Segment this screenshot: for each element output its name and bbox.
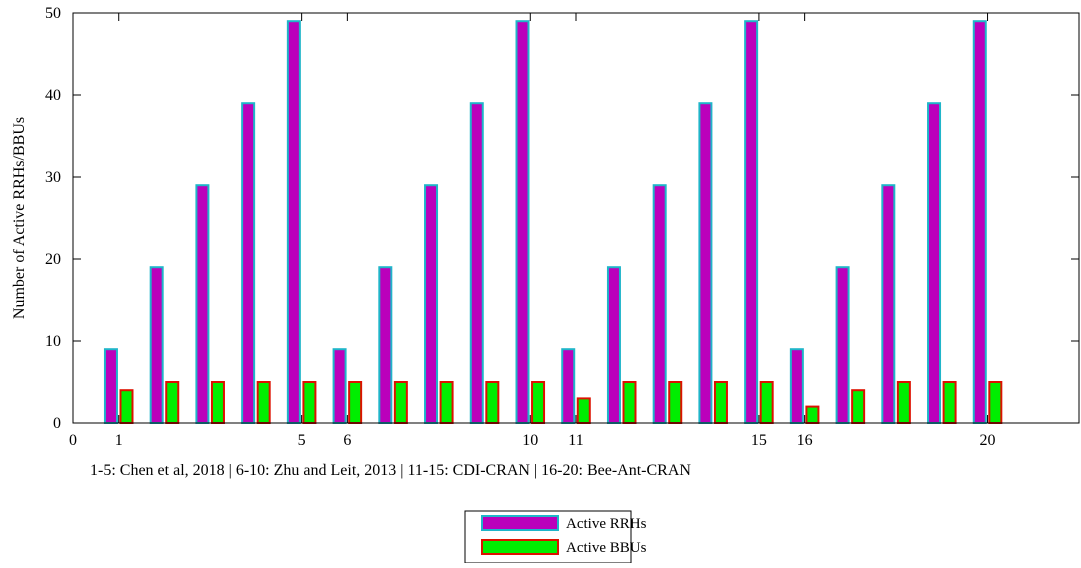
bar-active-bbus-1: [119, 389, 134, 425]
bar-active-rrhs-6: [332, 348, 347, 425]
y-tick-label: 20: [45, 251, 61, 268]
bar-active-bbus-9: [485, 381, 500, 424]
bar-active-rrhs-15: [744, 20, 759, 424]
bar-active-rrhs-10: [515, 20, 530, 424]
legend-label-active-bbus: Active BBUs: [566, 540, 647, 556]
x-tick-label: 1: [115, 432, 123, 449]
bars-layer: [103, 20, 1003, 425]
bar-active-bbus-13: [668, 381, 683, 424]
legend-swatch-active-bbus: [481, 539, 559, 555]
bar-active-rrhs-8: [424, 184, 439, 424]
bar-active-rrhs-5: [286, 20, 301, 424]
bar-active-rrhs-12: [606, 266, 621, 425]
bar-active-bbus-7: [393, 381, 408, 424]
x-tick-label: 20: [980, 432, 996, 449]
bar-active-rrhs-20: [972, 20, 987, 424]
bar-active-bbus-11: [576, 397, 591, 424]
legend: Active RRHs Active BBUs: [464, 510, 647, 564]
y-tick-label: 30: [45, 169, 61, 186]
bar-active-bbus-17: [851, 389, 866, 425]
y-tick-label: 40: [45, 87, 61, 104]
x-tick-label: 5: [298, 432, 306, 449]
legend-swatch-active-rrhs: [481, 515, 559, 531]
x-tick-label: 11: [568, 432, 583, 449]
bar-active-rrhs-19: [927, 102, 942, 424]
bar-active-bbus-12: [622, 381, 637, 424]
bar-active-rrhs-17: [835, 266, 850, 425]
x-tick-label: 15: [751, 432, 767, 449]
bar-active-rrhs-1: [103, 348, 118, 425]
bar-active-rrhs-18: [881, 184, 896, 424]
x-tick-label: 0: [69, 432, 77, 449]
bar-active-rrhs-9: [469, 102, 484, 424]
x-axis-caption: 1-5: Chen et al, 2018 | 6-10: Zhu and Le…: [90, 462, 691, 479]
x-tick-label: 10: [522, 432, 538, 449]
bar-active-rrhs-14: [698, 102, 713, 424]
bar-active-bbus-18: [896, 381, 911, 424]
y-tick-label: 50: [45, 5, 61, 22]
bar-active-rrhs-2: [149, 266, 164, 425]
legend-label-active-rrhs: Active RRHs: [566, 516, 647, 532]
bar-active-rrhs-16: [789, 348, 804, 425]
y-tick-label: 0: [53, 415, 61, 432]
y-axis-title: Number of Active RRHs/BBUs: [11, 117, 28, 319]
bar-active-bbus-10: [531, 381, 546, 424]
bar-active-bbus-3: [210, 381, 225, 424]
y-tick-label: 10: [45, 333, 61, 350]
x-tick-label: 16: [797, 432, 813, 449]
bar-active-bbus-20: [988, 381, 1003, 424]
bar-active-rrhs-4: [241, 102, 256, 424]
bar-active-bbus-19: [942, 381, 957, 424]
bar-active-bbus-5: [302, 381, 317, 424]
bar-active-bbus-8: [439, 381, 454, 424]
bar-active-rrhs-7: [378, 266, 393, 425]
bar-active-bbus-14: [713, 381, 728, 424]
bar-active-rrhs-13: [652, 184, 667, 424]
bar-active-bbus-2: [165, 381, 180, 424]
x-tick-label: 6: [343, 432, 351, 449]
bar-active-bbus-4: [256, 381, 271, 424]
bar-active-bbus-16: [805, 405, 820, 425]
bar-active-bbus-6: [348, 381, 363, 424]
bar-active-bbus-15: [759, 381, 774, 424]
bar-active-rrhs-3: [195, 184, 210, 424]
bar-active-rrhs-11: [561, 348, 576, 425]
